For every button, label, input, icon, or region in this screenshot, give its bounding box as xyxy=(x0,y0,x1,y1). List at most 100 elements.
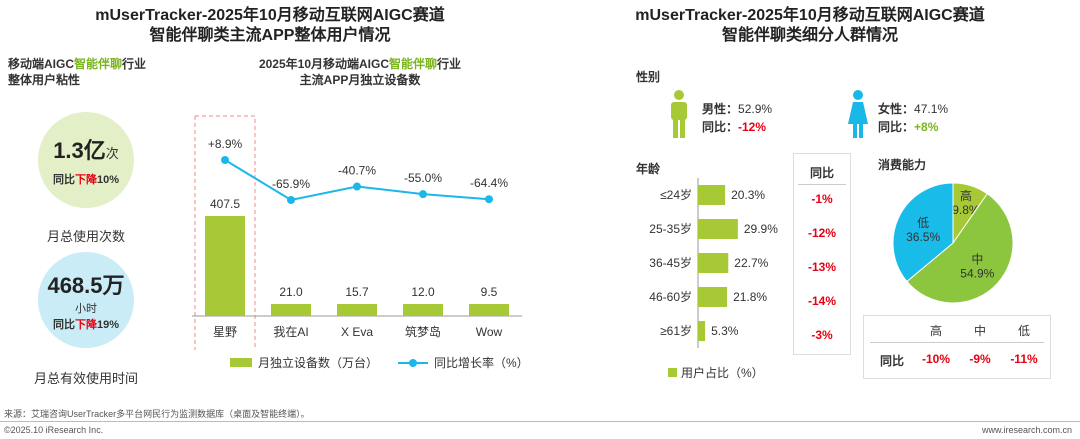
copyright: ©2025.10 iResearch Inc. xyxy=(4,425,104,435)
pie-name-0: 高 xyxy=(960,188,972,203)
age-category-1: 25-35岁 xyxy=(649,221,692,236)
age-legend-swatch xyxy=(668,368,677,377)
bar-label-0: 407.5 xyxy=(210,197,240,211)
bar-4 xyxy=(469,304,509,316)
age-yoy-3: -13% xyxy=(807,260,836,274)
device-chart: 407.5 星野 21.0 我在AI 15.7 X Eva 12.0 筑梦岛 9.5 Wow +8.… xyxy=(192,115,522,350)
male-icon xyxy=(671,90,687,138)
age-value-1: 29.9% xyxy=(744,222,778,236)
age-yoy-header: 同比 xyxy=(809,166,834,180)
male-stats: 男性：52.9% 同比：-12% xyxy=(702,102,773,134)
growth-label-4: -64.4% xyxy=(470,176,508,190)
category-label-4: Wow xyxy=(476,325,503,339)
age-bar-2 xyxy=(698,253,729,273)
usage-count-circle: 1.3亿次 同比下降10% xyxy=(38,112,134,208)
usage-time-caption: 月总有效使用时间 xyxy=(33,371,138,386)
female-stats: 女性：47.1% 同比：+8% xyxy=(878,102,949,134)
source-note: 来源：艾瑞咨询UserTracker多平台网民行为监测数据库（桌面及智能终端）。 xyxy=(4,409,310,419)
consume-label: 消费能力 xyxy=(878,158,927,172)
age-bar-4 xyxy=(698,321,706,341)
pie-slice-1 xyxy=(906,193,1014,304)
consume-header-low: 低 xyxy=(1017,324,1030,338)
legend-bar-label: 月独立设备数（万台） xyxy=(258,356,379,370)
age-legend: 用户占比（%） xyxy=(668,364,764,381)
usage-count-value: 1.3 xyxy=(53,138,84,163)
bar-0 xyxy=(205,216,245,316)
stickiness-title: 移动端AIGC智能伴聊行业 整体用户粘性 xyxy=(8,57,147,87)
pie-value-0: 9.8% xyxy=(952,203,980,217)
bar-label-3: 12.0 xyxy=(411,285,435,299)
age-category-0: ≤24岁 xyxy=(660,187,692,202)
usage-time-value: 468.5 xyxy=(47,273,103,298)
bar-2 xyxy=(337,304,377,316)
bar-1 xyxy=(271,304,311,316)
age-legend-label: 用户占比（%） xyxy=(681,366,764,380)
consume-table: 高 中 低 同比 -10% -9% -11% xyxy=(863,315,1051,379)
consume-yoy-high: -10% xyxy=(921,352,950,366)
bar-3 xyxy=(403,304,443,316)
growth-point-0 xyxy=(221,156,229,164)
right-title-line1: mUserTracker-2025年10月移动互联网AIGC赛道 xyxy=(635,7,985,24)
female-icon xyxy=(848,90,868,138)
category-label-2: X Eva xyxy=(341,325,373,339)
growth-label-2: -40.7% xyxy=(338,164,376,178)
gender-label: 性别 xyxy=(636,70,661,84)
category-label-0: 星野 xyxy=(213,325,237,339)
age-bar-3 xyxy=(698,287,728,307)
age-category-2: 36-45岁 xyxy=(649,255,692,270)
age-value-0: 20.3% xyxy=(731,188,765,202)
legend-bar-swatch xyxy=(230,358,252,367)
age-category-3: 46-60岁 xyxy=(649,289,692,304)
growth-point-2 xyxy=(353,182,361,191)
age-label: 年龄 xyxy=(636,162,661,176)
category-label-1: 我在AI xyxy=(273,325,308,339)
device-chart-title: 2025年10月移动端AIGC智能伴聊行业 主流APP月独立设备数 xyxy=(258,57,462,87)
bar-label-2: 15.7 xyxy=(345,285,369,299)
growth-point-3 xyxy=(419,190,427,199)
age-yoy-5: -3% xyxy=(811,328,833,342)
age-yoy-4: -14% xyxy=(807,294,836,308)
pie-value-2: 36.5% xyxy=(906,230,940,244)
consume-pie-chart: 高9.8% 中54.9% 低36.5% xyxy=(892,182,1014,304)
usage-count-caption: 月总使用次数 xyxy=(46,229,125,244)
bar-label-4: 9.5 xyxy=(481,285,498,299)
age-bar-0 xyxy=(698,185,726,205)
age-value-3: 21.8% xyxy=(733,290,767,304)
right-title-line2: 智能伴聊类细分人群情况 xyxy=(721,27,898,44)
consume-row-label: 同比 xyxy=(879,354,904,368)
consume-yoy-low: -11% xyxy=(1010,352,1038,366)
age-category-4: ≥61岁 xyxy=(660,323,692,338)
growth-label-0: +8.9% xyxy=(208,137,243,151)
site-url: www.iresearch.com.cn xyxy=(981,425,1072,435)
growth-point-4 xyxy=(485,195,493,204)
device-chart-legend: 月独立设备数（万台） 同比增长率（%） xyxy=(230,354,529,371)
pie-name-2: 低 xyxy=(917,216,929,230)
highlight-box xyxy=(194,115,256,350)
legend-line-swatch xyxy=(398,358,429,367)
age-yoy-table: 同比 -1% -12% -13% -14% -3% xyxy=(793,153,851,355)
age-yoy-1: -1% xyxy=(811,192,833,206)
footer-divider xyxy=(0,421,1080,422)
right-title: mUserTracker-2025年10月移动互联网AIGC赛道 智能伴聊类细分… xyxy=(560,6,1060,46)
age-yoy-2: -12% xyxy=(807,226,836,240)
left-title-line2: 智能伴聊类主流APP整体用户情况 xyxy=(149,27,391,44)
consume-yoy-mid: -9% xyxy=(969,352,991,366)
growth-label-3: -55.0% xyxy=(404,171,442,185)
age-value-2: 22.7% xyxy=(734,256,768,270)
growth-label-1: -65.9% xyxy=(272,177,310,191)
age-value-4: 5.3% xyxy=(711,324,739,338)
usage-time-circle: 468.5万 小时 同比下降19% xyxy=(38,252,134,348)
legend-line-label: 同比增长率（%） xyxy=(434,356,529,370)
pie-value-1: 54.9% xyxy=(960,266,994,280)
pie-slice-2 xyxy=(892,182,954,283)
bar-label-1: 21.0 xyxy=(279,285,303,299)
pie-name-1: 中 xyxy=(971,251,983,266)
left-title: mUserTracker-2025年10月移动互联网AIGC赛道 智能伴聊类主流… xyxy=(20,6,520,46)
category-label-3: 筑梦岛 xyxy=(405,324,441,339)
age-bar-1 xyxy=(698,219,738,239)
left-title-line1: mUserTracker-2025年10月移动互联网AIGC赛道 xyxy=(95,7,445,24)
age-chart: ≤24岁 20.3% 25-35岁 29.9% 36-45岁 22.7% 46-60岁 21.… xyxy=(649,178,778,348)
growth-point-1 xyxy=(287,196,295,204)
consume-header-mid: 中 xyxy=(973,324,986,338)
consume-header-high: 高 xyxy=(929,324,942,338)
